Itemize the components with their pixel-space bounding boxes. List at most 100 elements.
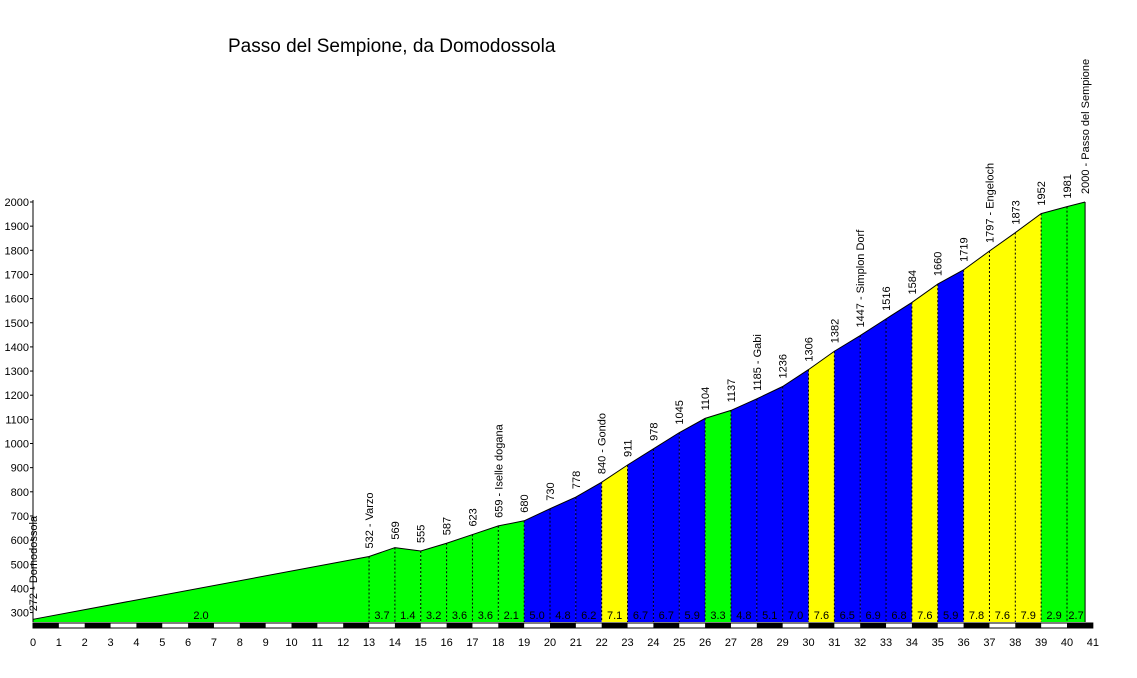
x-tick-label: 11 — [312, 637, 323, 649]
gradient-label: 3.6 — [478, 610, 493, 622]
x-axis-stripe — [33, 623, 59, 628]
y-tick-label: 500 — [11, 559, 29, 571]
elevation-label: 1382 — [829, 319, 841, 343]
x-axis-stripe — [808, 623, 835, 628]
x-tick-label: 34 — [906, 637, 918, 649]
x-tick-label: 0 — [30, 637, 36, 649]
x-tick-label: 40 — [1061, 637, 1073, 649]
gradient-label: 7.0 — [788, 610, 803, 622]
gradient-segment — [886, 302, 912, 622]
gradient-segment — [860, 318, 887, 622]
y-tick-label: 1600 — [5, 294, 29, 306]
x-tick-label: 8 — [237, 637, 243, 649]
x-axis-stripe — [601, 623, 628, 628]
gradient-label: 2.7 — [1068, 610, 1083, 622]
elevation-label: 1873 — [1010, 200, 1022, 224]
gradient-label: 7.6 — [814, 610, 829, 622]
gradient-label: 5.9 — [685, 610, 700, 622]
x-tick-label: 31 — [828, 637, 840, 649]
gradient-label: 6.7 — [633, 610, 648, 622]
x-tick-label: 5 — [159, 637, 165, 649]
x-tick-label: 18 — [492, 637, 504, 649]
x-axis-stripe — [446, 623, 473, 628]
x-tick-label: 37 — [983, 637, 995, 649]
gradient-segment — [575, 482, 602, 622]
elevation-label: 911 — [623, 439, 635, 457]
y-tick-label: 1700 — [5, 269, 29, 281]
gradient-segment — [33, 556, 370, 622]
x-tick-label: 6 — [185, 637, 191, 649]
elevation-label: 569 — [390, 521, 402, 539]
y-tick-label: 800 — [11, 487, 29, 499]
elevation-label: 840 - Gondo — [597, 413, 609, 474]
x-tick-label: 4 — [133, 637, 139, 649]
x-tick-label: 32 — [854, 637, 866, 649]
elevation-label: 1660 — [933, 252, 945, 276]
elevation-label: 659 - Iselle dogana — [493, 423, 505, 517]
gradient-segment — [989, 232, 1016, 622]
x-tick-label: 21 — [570, 637, 582, 649]
x-axis-stripe — [291, 623, 318, 628]
elevation-label: 978 — [648, 422, 660, 440]
x-tick-label: 30 — [802, 637, 814, 649]
elevation-labels: 272 - Domodossola 532 - Varzo 569 555 587 623… — [28, 59, 1092, 611]
gradient-label: 6.9 — [865, 610, 880, 622]
y-tick-label: 1800 — [5, 245, 29, 257]
gradient-segment — [446, 534, 473, 622]
elevation-label: 680 — [519, 494, 531, 512]
x-tick-label: 33 — [880, 637, 892, 649]
gradient-label: 6.2 — [581, 610, 596, 622]
elevation-label: 1981 — [1062, 174, 1074, 198]
elevation-label: 1137 — [726, 379, 738, 403]
elevation-label: 1797 - Engeloch — [984, 163, 996, 243]
y-tick-label: 1200 — [5, 390, 29, 402]
y-tick-label: 2000 — [5, 197, 29, 209]
y-tick-label: 300 — [11, 608, 29, 620]
gradient-label: 7.6 — [995, 610, 1010, 622]
x-tick-label: 14 — [389, 637, 401, 649]
gradient-areas — [33, 202, 1086, 623]
elevation-label: 272 - Domodossola — [28, 515, 40, 611]
gradient-label: 5.1 — [762, 610, 777, 622]
gradient-label: 7.6 — [917, 610, 932, 622]
x-tick-label: 7 — [211, 637, 217, 649]
elevation-label: 532 - Varzo — [364, 492, 376, 548]
y-tick-label: 700 — [11, 511, 29, 523]
gradient-label: 2.9 — [1046, 610, 1061, 622]
x-axis: 0 1 2 3 4 5 6 7 8 9 10 11 12 13 14 15 16 17 18 19 20 21 22 23 24… — [30, 622, 1099, 649]
gradient-label: 5.9 — [943, 610, 958, 622]
gradient-label: 3.6 — [452, 610, 467, 622]
gradient-segment — [627, 448, 654, 622]
x-tick-label: 23 — [621, 637, 633, 649]
elevation-label: 623 — [467, 508, 479, 526]
x-tick-label: 9 — [263, 637, 269, 649]
x-tick-label: 15 — [415, 637, 427, 649]
x-tick-label: 3 — [107, 637, 113, 649]
gradient-label: 7.8 — [969, 610, 984, 622]
x-tick-label: 20 — [544, 637, 556, 649]
gradient-label: 7.1 — [607, 610, 622, 622]
elevation-label: 1719 — [959, 237, 971, 261]
gradient-segment — [679, 418, 706, 622]
y-axis: 300 400 500 600 700 800 900 1000 1100 1200 1300 140… — [5, 197, 34, 622]
gradient-label: 6.5 — [840, 610, 855, 622]
elevation-label: 1952 — [1036, 181, 1048, 205]
elevation-label: 1516 — [881, 286, 893, 310]
x-axis-stripe — [756, 623, 783, 628]
x-tick-label: 24 — [647, 637, 659, 649]
gradient-labels: 2.0 3.7 1.4 3.2 3.6 3.6 2.1 5.0 4.8 6.2 7.1 6.7 6.7 5… — [193, 610, 1083, 622]
y-tick-label: 1500 — [5, 318, 29, 330]
profile-line — [32, 201, 1086, 620]
x-tick-label: 16 — [440, 637, 452, 649]
elevation-label: 778 — [571, 471, 583, 489]
x-axis-stripe — [1067, 623, 1093, 628]
gradient-segment — [498, 520, 525, 622]
x-axis-stripe — [136, 623, 163, 628]
gradient-segment — [911, 284, 938, 622]
y-tick-label: 600 — [11, 535, 29, 547]
elevation-label: 1104 — [700, 387, 712, 411]
y-tick-label: 1300 — [5, 366, 29, 378]
gradient-segment — [550, 497, 576, 622]
gradient-segment — [524, 508, 550, 622]
gradient-segment — [420, 543, 447, 622]
